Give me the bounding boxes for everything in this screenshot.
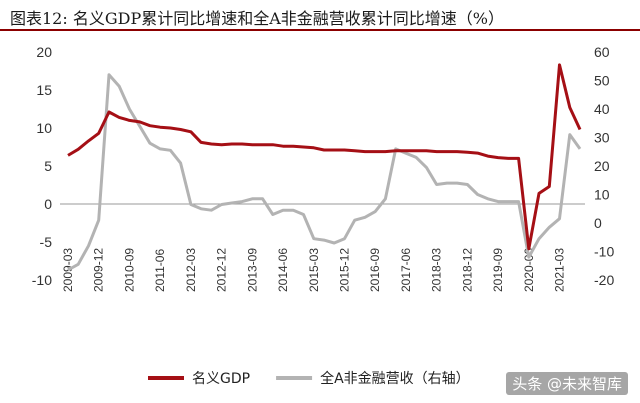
- x-tick-label: 2011-06: [153, 249, 167, 292]
- x-tick-label: 2014-06: [276, 248, 290, 292]
- x-tick-label: 2012-03: [184, 248, 198, 292]
- x-tick-label: 2009-12: [92, 248, 106, 292]
- left-y-axis: -10 -5 0 5 10 15 20: [32, 44, 52, 288]
- left-y-tick-label: 15: [36, 82, 52, 98]
- x-tick-label: 2018-12: [460, 248, 474, 292]
- x-tick-label: 2013-09: [245, 248, 259, 292]
- left-y-tick-label: 5: [44, 158, 52, 174]
- right-y-tick-label: 20: [594, 158, 610, 174]
- series-lines: [67, 63, 582, 272]
- right-y-tick-label: 60: [594, 44, 610, 60]
- gdp-series-line: [67, 63, 582, 251]
- title-underline: [0, 29, 640, 31]
- revenue-series-line: [67, 73, 582, 272]
- right-y-tick-label: 0: [594, 215, 602, 231]
- chart-title: 图表12: 名义GDP累计同比增速和全A非金融营收累计同比增速（%）: [10, 9, 504, 28]
- left-y-tick-label: -10: [32, 272, 52, 288]
- right-y-axis: -20 -10 0 10 20 30 40 50 60: [594, 44, 614, 288]
- x-tick-label: 2010-09: [122, 248, 136, 292]
- legend-gdp-label: 名义GDP: [192, 371, 250, 387]
- left-y-tick-label: -5: [40, 234, 53, 250]
- legend-revenue-label: 全A非金融营收（右轴）: [320, 370, 470, 387]
- right-y-tick-label: 30: [594, 130, 610, 146]
- x-tick-label: 2015-03: [307, 248, 321, 292]
- right-y-tick-label: 10: [594, 187, 610, 203]
- x-tick-label: 2019-09: [491, 248, 505, 292]
- legend: 名义GDP 全A非金融营收（右轴）: [148, 370, 470, 387]
- left-y-tick-label: 0: [44, 196, 52, 212]
- right-y-tick-label: -20: [594, 272, 614, 288]
- x-tick-label: 2016-09: [368, 248, 382, 292]
- left-y-tick-label: 20: [36, 44, 52, 60]
- watermark: 头条 @未来智库: [506, 372, 628, 395]
- right-y-tick-label: -10: [594, 244, 614, 260]
- x-tick-label: 2012-12: [215, 248, 229, 292]
- x-axis: 2009-03 2009-12 2010-09 2011-06 2012-03 2012-…: [61, 248, 567, 292]
- x-tick-label: 2015-12: [337, 248, 351, 292]
- x-tick-label: 2018-03: [430, 248, 444, 292]
- right-y-tick-label: 50: [594, 73, 610, 89]
- x-tick-label: 2021-03: [553, 248, 567, 292]
- left-y-tick-label: 10: [36, 120, 52, 136]
- x-tick-label: 2020-06: [522, 248, 536, 292]
- x-tick-label: 2017-06: [399, 248, 413, 292]
- right-y-tick-label: 40: [594, 101, 610, 117]
